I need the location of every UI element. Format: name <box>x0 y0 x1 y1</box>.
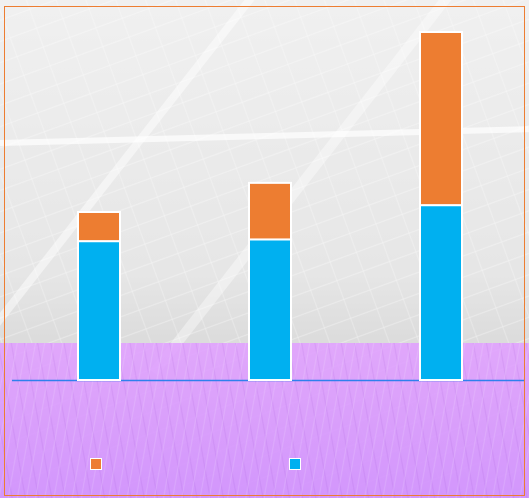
legend-item-series-top <box>90 458 108 470</box>
bar-segment-series-bottom <box>77 240 121 381</box>
legend-item-series-bottom <box>289 458 307 470</box>
bar-segment-series-top <box>248 181 292 241</box>
bar-segment-series-bottom <box>248 238 292 381</box>
bar-segment-series-bottom <box>419 204 463 381</box>
bar-segment-series-top <box>419 31 463 207</box>
legend-swatch-series-top <box>90 458 102 470</box>
bar-segment-series-top <box>77 211 121 243</box>
legend-swatch-series-bottom <box>289 458 301 470</box>
